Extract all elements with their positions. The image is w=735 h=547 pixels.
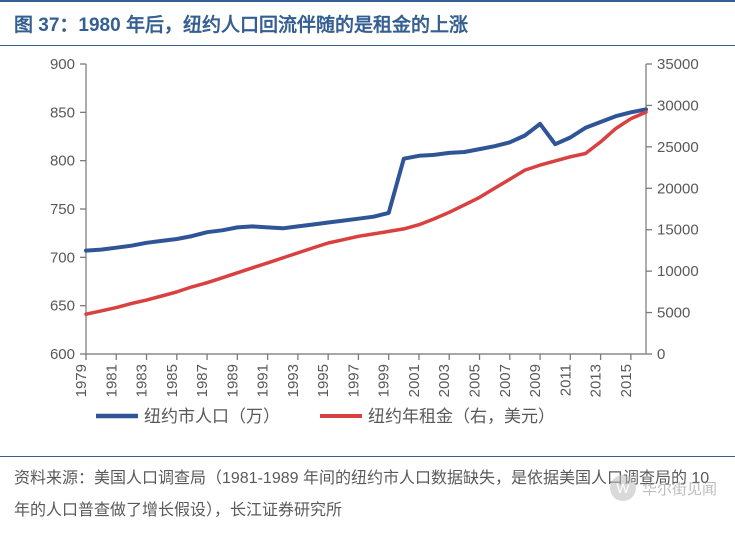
svg-text:0: 0 bbox=[657, 346, 665, 363]
svg-text:700: 700 bbox=[50, 249, 75, 266]
svg-text:2009: 2009 bbox=[527, 364, 544, 397]
svg-text:650: 650 bbox=[50, 298, 75, 315]
svg-text:1981: 1981 bbox=[103, 364, 120, 397]
svg-text:纽约市人口（万）: 纽约市人口（万） bbox=[144, 407, 280, 426]
svg-text:2005: 2005 bbox=[467, 364, 484, 397]
watermark-icon: W bbox=[610, 475, 636, 501]
svg-text:1997: 1997 bbox=[345, 364, 362, 397]
svg-text:750: 750 bbox=[50, 201, 75, 218]
watermark-text: 华尔街见闻 bbox=[642, 478, 717, 499]
chart-title: 图 37：1980 年后，纽约人口回流伴随的是租金的上涨 bbox=[0, 0, 735, 46]
svg-text:1979: 1979 bbox=[73, 364, 90, 397]
svg-text:35000: 35000 bbox=[657, 56, 699, 73]
svg-text:900: 900 bbox=[50, 56, 75, 73]
svg-text:1995: 1995 bbox=[315, 364, 332, 397]
watermark: W 华尔街见闻 bbox=[610, 475, 717, 501]
chart-svg: 600 650 700 750 800 850 900 0 5000 10000 15000 2000… bbox=[0, 46, 735, 456]
svg-text:1985: 1985 bbox=[164, 364, 181, 397]
svg-text:2007: 2007 bbox=[497, 364, 514, 397]
svg-text:15000: 15000 bbox=[657, 222, 699, 239]
svg-text:20000: 20000 bbox=[657, 180, 699, 197]
svg-text:1983: 1983 bbox=[134, 364, 151, 397]
svg-text:2015: 2015 bbox=[618, 364, 635, 397]
svg-text:1999: 1999 bbox=[376, 364, 393, 397]
svg-text:1993: 1993 bbox=[285, 364, 302, 397]
svg-text:1987: 1987 bbox=[194, 364, 211, 397]
svg-text:2001: 2001 bbox=[406, 364, 423, 397]
svg-text:10000: 10000 bbox=[657, 263, 699, 280]
svg-text:30000: 30000 bbox=[657, 97, 699, 114]
svg-text:2013: 2013 bbox=[588, 364, 605, 397]
svg-text:850: 850 bbox=[50, 104, 75, 121]
svg-text:2003: 2003 bbox=[436, 364, 453, 397]
svg-text:25000: 25000 bbox=[657, 139, 699, 156]
svg-text:600: 600 bbox=[50, 346, 75, 363]
svg-text:5000: 5000 bbox=[657, 305, 690, 322]
chart-area: 600 650 700 750 800 850 900 0 5000 10000 15000 2000… bbox=[0, 46, 735, 456]
svg-text:2011: 2011 bbox=[557, 364, 574, 396]
svg-text:纽约年租金（右，美元）: 纽约年租金（右，美元） bbox=[368, 407, 555, 426]
svg-text:1991: 1991 bbox=[255, 364, 272, 397]
svg-text:1989: 1989 bbox=[224, 364, 241, 397]
svg-text:800: 800 bbox=[50, 153, 75, 170]
